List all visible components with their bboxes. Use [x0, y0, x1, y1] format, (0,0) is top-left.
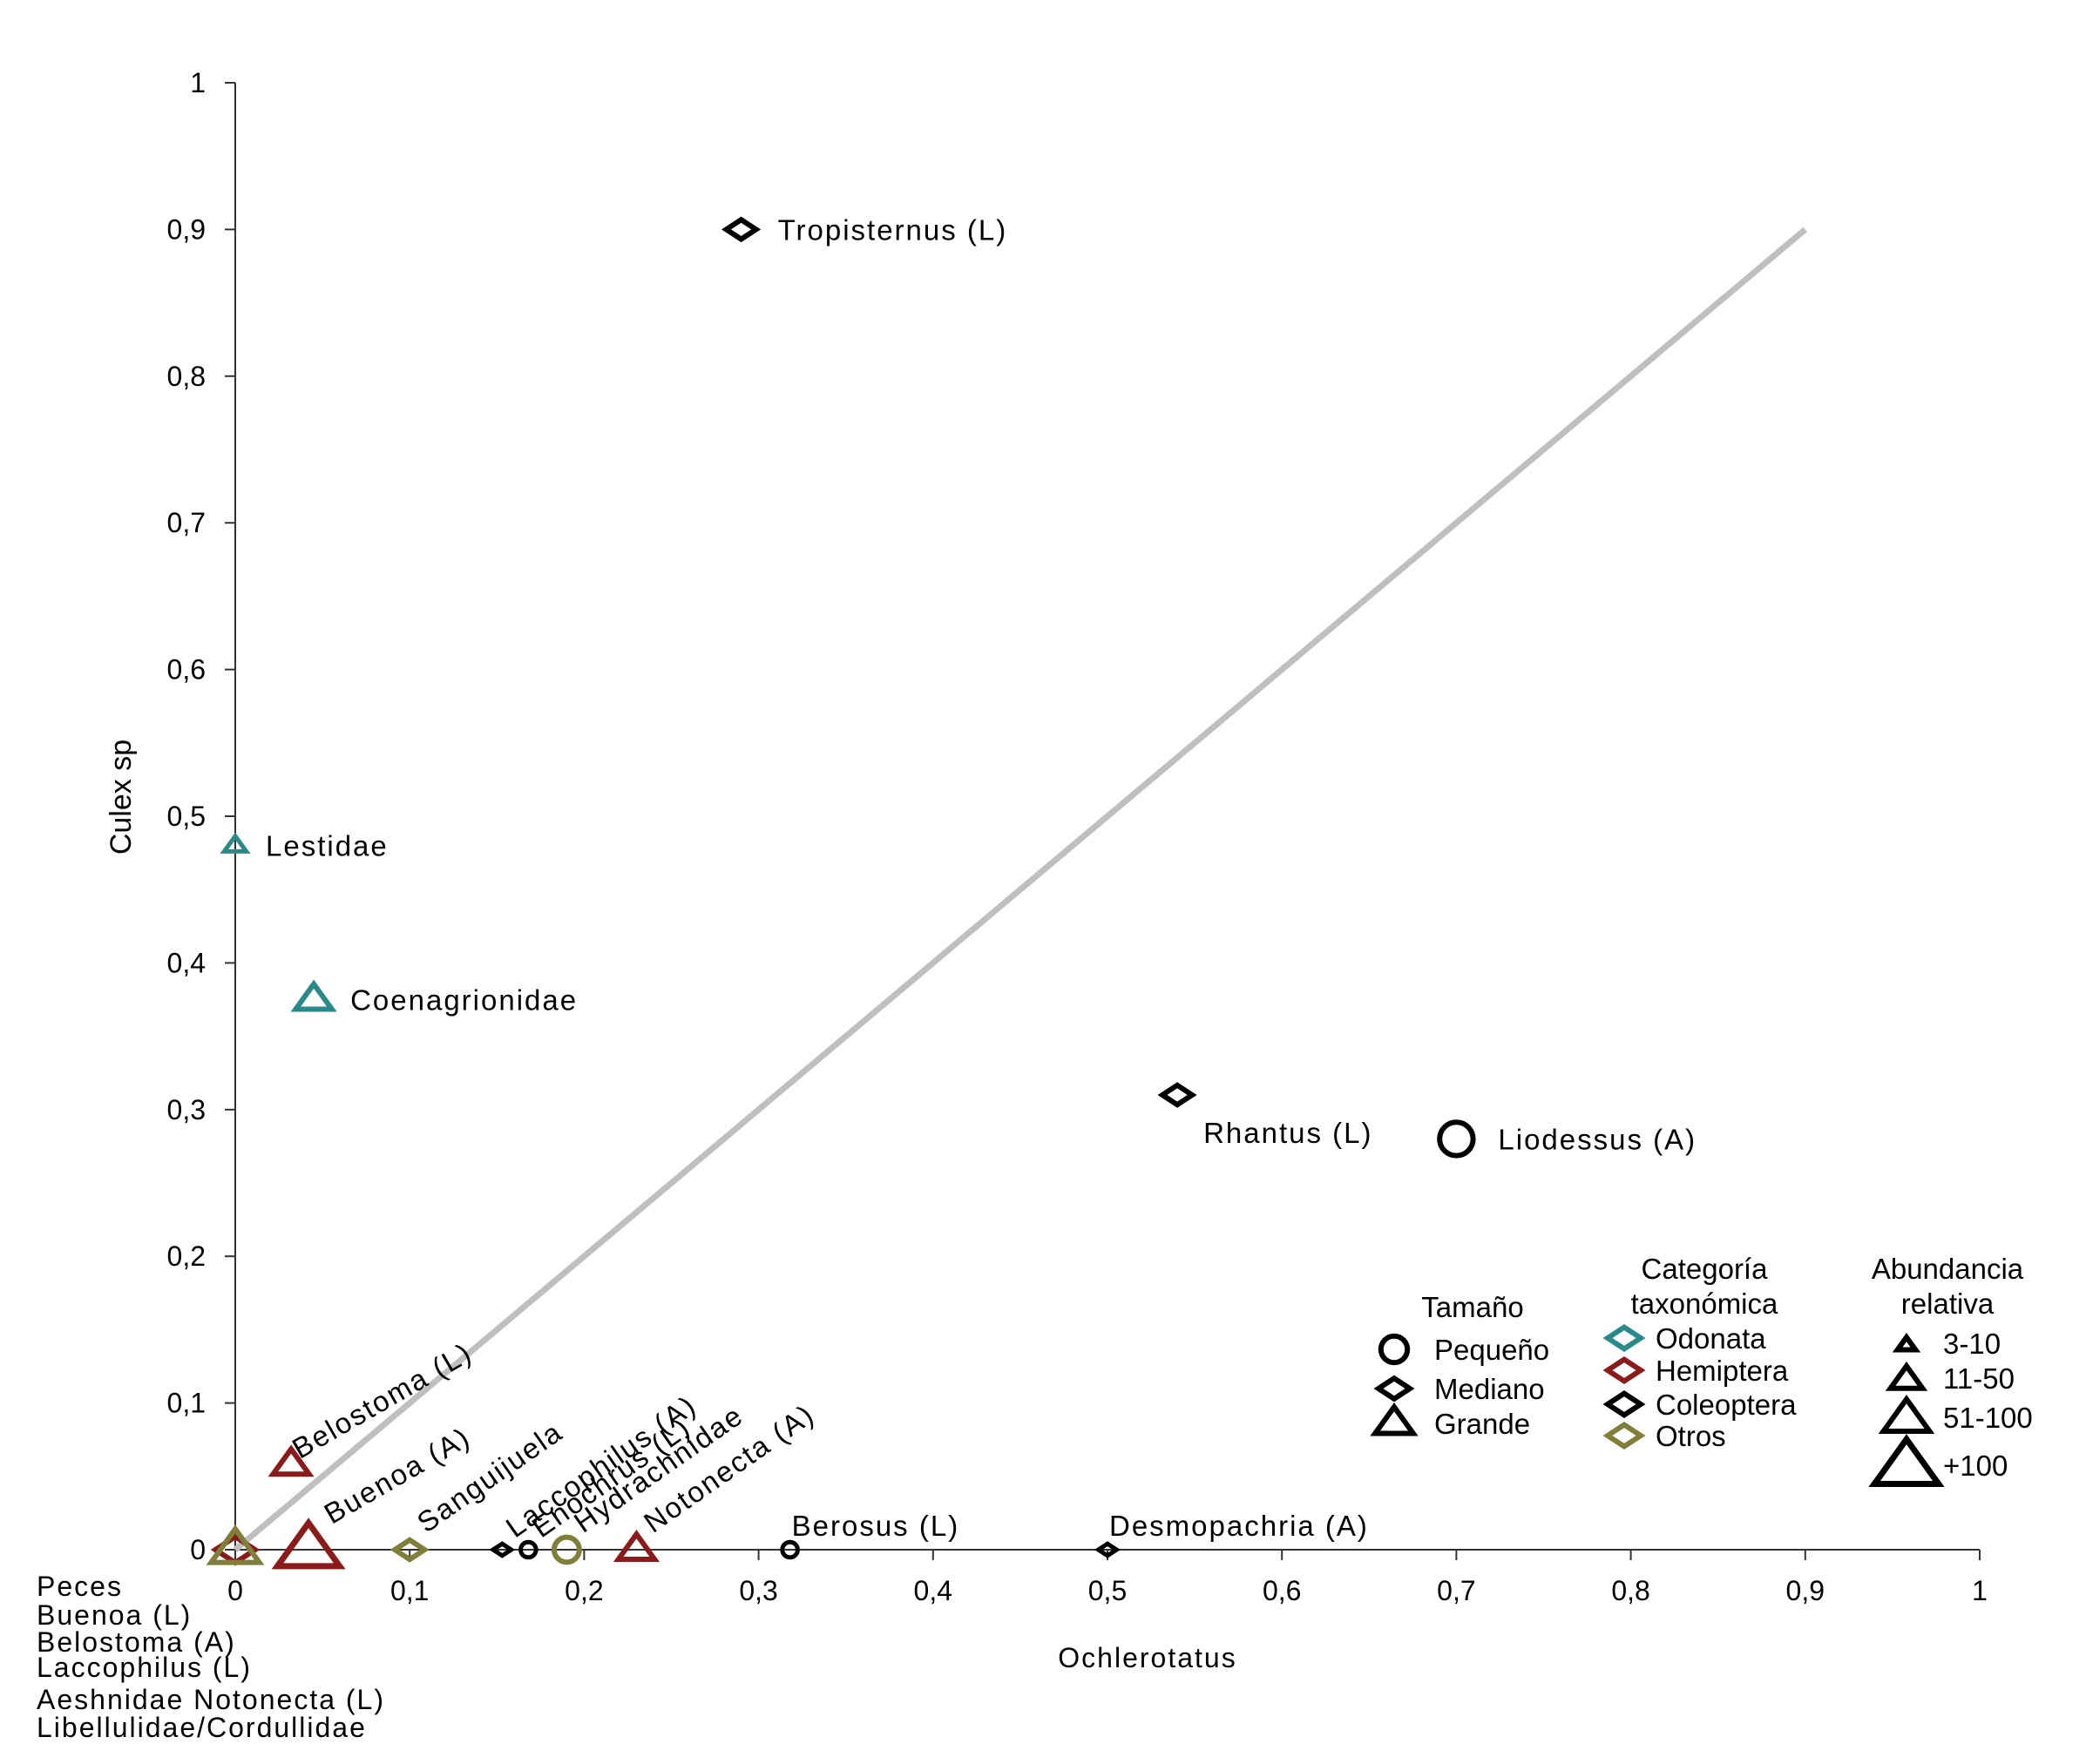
legend-category-label: Hemiptera	[1656, 1355, 1789, 1387]
y-tick-label: 0,9	[167, 213, 206, 245]
legend-category: Categoría taxonómica OdonataHemipteraCol…	[1602, 1253, 1797, 1452]
legend-abundance-label: 3-10	[1943, 1328, 2001, 1360]
y-axis-title: Culex sp	[105, 740, 138, 855]
data-point-diamond	[1157, 1082, 1197, 1108]
point-label: Rhantus (L)	[1203, 1117, 1372, 1149]
x-tick-label: 0,3	[739, 1575, 777, 1606]
origin-cluster-label: Belostoma (A)	[37, 1626, 236, 1658]
data-point-triangle	[206, 1524, 265, 1565]
data-point-circle	[551, 1534, 582, 1565]
y-tick-label: 1	[190, 67, 206, 98]
x-axis-title: Ochlerotatus	[1058, 1642, 1236, 1673]
legend-abundance-label: +100	[1943, 1450, 2008, 1482]
legend-triangle-icon	[1892, 1332, 1921, 1353]
x-tick-label: 1	[1972, 1575, 1988, 1606]
reference-line	[233, 226, 1808, 1552]
point-label: Desmopachria (A)	[1109, 1510, 1369, 1542]
origin-cluster-label: Laccophilus (L)	[37, 1652, 252, 1683]
y-tick-label: 0,1	[167, 1388, 206, 1419]
data-point-diamond	[489, 1541, 516, 1558]
legend-diamond-icon	[1602, 1324, 1646, 1352]
x-ticks: 0 0,1 0,2 0,3 0,4 0,5 0,6 0,7 0,8 0,9 1	[227, 1550, 1988, 1606]
y-tick-label: 0,2	[167, 1240, 206, 1272]
y-tick-label: 0,3	[167, 1094, 206, 1125]
legend-size-label: Pequeño	[1434, 1334, 1549, 1366]
data-point-diamond	[721, 216, 762, 243]
data-point-triangle	[268, 1444, 315, 1477]
legend-triangle-icon	[1878, 1395, 1935, 1434]
y-tick-label: 0	[190, 1534, 206, 1565]
y-tick-label: 0,4	[167, 947, 206, 978]
origin-cluster-label: Buenoa (L)	[37, 1599, 192, 1631]
x-tick-label: 0,5	[1088, 1575, 1127, 1606]
legend-category-title-2: taxonómica	[1631, 1288, 1778, 1320]
legend-triangle-icon	[1885, 1361, 1928, 1391]
data-point-circle	[780, 1539, 800, 1560]
data-point-triangle	[220, 832, 251, 854]
legend-abundance-title-1: Abundancia	[1872, 1253, 2024, 1285]
x-tick-label: 0,4	[914, 1575, 952, 1606]
axes: 0 0,1 0,2 0,3 0,4 0,5 0,6 0,7 0,8 0,9 1 0 0,1 0,2 0,3…	[167, 67, 1988, 1606]
legend-size-label: Mediano	[1434, 1373, 1545, 1405]
x-tick-label: 0,2	[565, 1575, 603, 1606]
legend-size-label: Grande	[1434, 1408, 1530, 1440]
legend-diamond-icon	[1602, 1390, 1646, 1418]
point-label: Lestidae	[266, 830, 389, 862]
x-tick-label: 0	[227, 1575, 243, 1606]
legend-diamond-icon	[1373, 1375, 1415, 1402]
point-label: Tropisternus (L)	[778, 213, 1008, 246]
origin-cluster-label: Peces	[37, 1571, 123, 1602]
data-point-triangle	[290, 979, 337, 1012]
legend-diamond-icon	[1602, 1356, 1646, 1384]
origin-cluster-label: Aeshnidae Notonecta (L)	[37, 1684, 385, 1715]
data-point-triangle	[613, 1530, 660, 1562]
data-point-diamond	[389, 1537, 430, 1563]
origin-cluster-label: Libellulidae/Cordullidae	[37, 1712, 367, 1743]
y-ticks: 0 0,1 0,2 0,3 0,4 0,5 0,6 0,7 0,8 0,9 1	[167, 67, 235, 1565]
point-label: Berosus (L)	[792, 1510, 960, 1542]
data-point-diamond	[1094, 1541, 1121, 1558]
x-tick-label: 0,7	[1437, 1575, 1475, 1606]
data-point-circle	[518, 1539, 538, 1560]
legend-abundance-title-2: relativa	[1901, 1288, 1995, 1320]
x-tick-label: 0,1	[390, 1575, 429, 1606]
x-tick-label: 0,8	[1611, 1575, 1649, 1606]
point-label: Liodessus (A)	[1498, 1123, 1697, 1155]
x-tick-label: 0,6	[1263, 1575, 1301, 1606]
y-tick-label: 0,5	[167, 801, 206, 832]
legend-size-title: Tamaño	[1421, 1291, 1523, 1323]
legend-triangle-icon	[1868, 1434, 1945, 1487]
y-tick-label: 0,7	[167, 507, 206, 538]
legend-triangle-icon	[1370, 1402, 1419, 1436]
y-tick-label: 0,8	[167, 361, 206, 392]
legend-abundance-label: 11-50	[1943, 1362, 2015, 1395]
point-label: Coenagrionidae	[350, 984, 578, 1017]
legend-abundance-label: 51-100	[1943, 1402, 2033, 1434]
legend-category-title-1: Categoría	[1642, 1253, 1769, 1285]
legend-diamond-icon	[1602, 1422, 1646, 1450]
y-tick-label: 0,6	[167, 654, 206, 686]
data-point-triangle	[271, 1517, 346, 1570]
legend-category-label: Otros	[1656, 1420, 1726, 1452]
legend-category-label: Odonata	[1656, 1322, 1766, 1355]
data-point-circle	[1437, 1119, 1476, 1159]
x-tick-label: 0,9	[1786, 1575, 1825, 1606]
legend-circle-icon	[1378, 1333, 1411, 1366]
legend-category-label: Coleoptera	[1656, 1389, 1797, 1421]
